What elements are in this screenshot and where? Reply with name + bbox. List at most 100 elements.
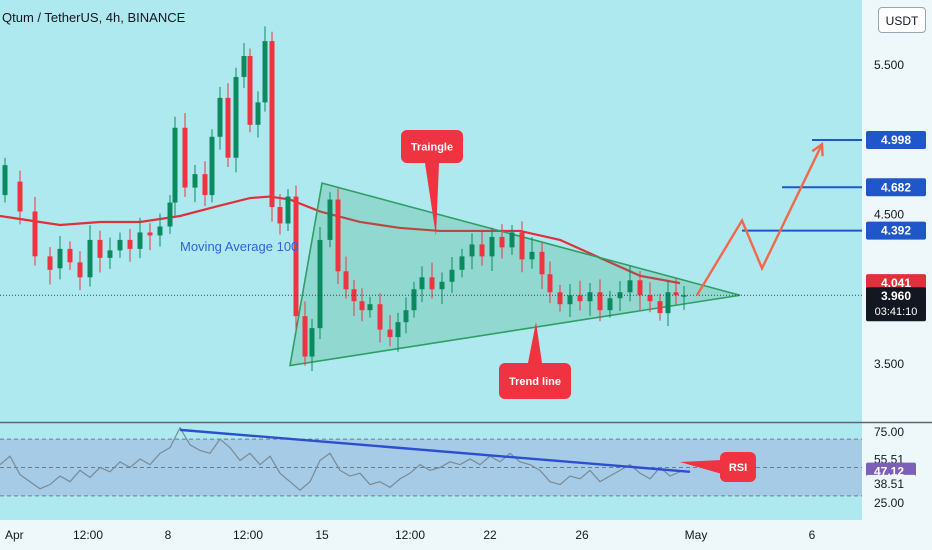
price-badge-label-3: 4.041 bbox=[881, 276, 911, 290]
candle-body-0 bbox=[2, 165, 8, 196]
candle-body-21 bbox=[217, 97, 223, 137]
symbol-title: Qtum / TetherUS, 4h, BINANCE bbox=[2, 10, 186, 25]
time-tick-2: 8 bbox=[165, 528, 172, 542]
rsi-badge-2 bbox=[866, 474, 916, 493]
candle-body-18 bbox=[192, 174, 198, 188]
candle-body-4 bbox=[57, 248, 63, 269]
time-tick-0: Apr bbox=[5, 528, 24, 542]
candle-body-15 bbox=[167, 202, 173, 227]
price-badge-label-2: 4.392 bbox=[881, 224, 911, 238]
time-axis-background bbox=[0, 520, 932, 550]
candle-body-9 bbox=[107, 250, 113, 258]
time-tick-5: 12:00 bbox=[395, 528, 425, 542]
candle-body-67 bbox=[627, 280, 633, 293]
candle-body-10 bbox=[117, 239, 123, 251]
time-tick-7: 26 bbox=[575, 528, 589, 542]
candle-body-11 bbox=[127, 239, 133, 249]
rsi-callout-label: RSI bbox=[729, 462, 747, 474]
price-badge-1 bbox=[866, 178, 926, 197]
rsi-tick-4: 25.00 bbox=[874, 496, 904, 510]
candle-body-42 bbox=[387, 329, 393, 338]
candle-body-28 bbox=[269, 41, 275, 208]
time-tick-6: 22 bbox=[483, 528, 497, 542]
candle-body-8 bbox=[97, 239, 103, 258]
candle-body-50 bbox=[459, 256, 465, 270]
trend-line-callout-label: Trend line bbox=[509, 376, 561, 388]
candle-body-46 bbox=[419, 277, 425, 290]
candle-body-56 bbox=[519, 232, 525, 260]
candle-body-47 bbox=[429, 277, 435, 290]
candle-body-32 bbox=[302, 316, 308, 357]
candle-body-13 bbox=[147, 232, 153, 236]
candle-body-70 bbox=[657, 301, 663, 314]
candle-body-19 bbox=[202, 174, 208, 196]
candle-body-2 bbox=[32, 211, 38, 257]
rsi-callout: RSI bbox=[680, 452, 756, 482]
candle-body-72 bbox=[673, 292, 679, 296]
candle-body-62 bbox=[577, 295, 583, 302]
triangle-callout-box bbox=[401, 130, 463, 163]
candle-body-7 bbox=[87, 239, 93, 278]
trend-line-callout-pointer bbox=[528, 322, 542, 363]
candle-body-36 bbox=[335, 199, 341, 272]
candle-body-35 bbox=[327, 199, 333, 240]
projection-path bbox=[695, 143, 824, 296]
moving-average-label: Moving Average 100 bbox=[180, 239, 298, 254]
candle-body-51 bbox=[469, 244, 475, 257]
candle-body-27 bbox=[262, 41, 268, 103]
time-tick-8: May bbox=[685, 528, 708, 542]
candle-body-49 bbox=[449, 269, 455, 282]
candle-body-6 bbox=[77, 262, 83, 278]
triangle-callout-pointer bbox=[425, 163, 439, 236]
rsi-trend-line bbox=[179, 428, 691, 473]
rsi-callout-pointer bbox=[680, 460, 722, 474]
time-tick-4: 15 bbox=[315, 528, 329, 542]
candle-body-31 bbox=[293, 196, 299, 317]
candle-body-52 bbox=[479, 244, 485, 257]
candle-body-23 bbox=[233, 76, 239, 158]
time-tick-1: 12:00 bbox=[73, 528, 103, 542]
candle-body-53 bbox=[489, 236, 495, 257]
price-badge-label-0: 4.998 bbox=[881, 133, 911, 147]
rsi-callout-box bbox=[720, 452, 756, 482]
triangle-pattern bbox=[289, 182, 741, 367]
trend-line-callout: Trend line bbox=[499, 322, 571, 399]
candle-body-66 bbox=[617, 292, 623, 299]
trend-line-callout-box bbox=[499, 363, 571, 399]
candle-body-68 bbox=[637, 280, 643, 296]
candle-body-43 bbox=[395, 322, 401, 338]
candle-body-45 bbox=[411, 289, 417, 311]
candle-body-30 bbox=[285, 196, 291, 224]
candle-body-33 bbox=[309, 328, 315, 357]
candle-body-69 bbox=[647, 295, 653, 302]
triangle-callout-label: Traingle bbox=[411, 142, 453, 154]
price-tick-2: 3.500 bbox=[874, 357, 904, 371]
candle-body-40 bbox=[367, 304, 373, 311]
candle-body-63 bbox=[587, 292, 593, 302]
candle-body-57 bbox=[529, 251, 535, 260]
price-tick-1: 4.500 bbox=[874, 208, 904, 222]
price-badge-label-4: 3.960 bbox=[881, 289, 911, 303]
candle-body-25 bbox=[247, 56, 253, 125]
price-badge-4 bbox=[866, 287, 926, 322]
price-tick-0: 5.500 bbox=[874, 58, 904, 72]
candle-body-5 bbox=[67, 248, 73, 263]
candle-body-61 bbox=[567, 295, 573, 305]
projection-arrowhead bbox=[811, 141, 824, 157]
candle-body-54 bbox=[499, 236, 505, 248]
candle-body-73 bbox=[681, 295, 687, 297]
price-badge-label-1: 4.682 bbox=[881, 180, 911, 194]
price-badge-0 bbox=[866, 131, 926, 150]
candle-body-34 bbox=[317, 239, 323, 329]
candle-body-26 bbox=[255, 102, 261, 125]
candle-body-41 bbox=[377, 304, 383, 330]
candle-body-3 bbox=[47, 256, 53, 270]
currency-selector[interactable]: USDT bbox=[878, 7, 926, 33]
candle-body-60 bbox=[557, 292, 563, 305]
triangle-callout: Traingle bbox=[401, 130, 463, 236]
countdown-label: 03:41:10 bbox=[875, 306, 918, 318]
candle-body-24 bbox=[241, 56, 247, 77]
candle-body-29 bbox=[277, 207, 283, 224]
candle-body-1 bbox=[17, 181, 23, 212]
